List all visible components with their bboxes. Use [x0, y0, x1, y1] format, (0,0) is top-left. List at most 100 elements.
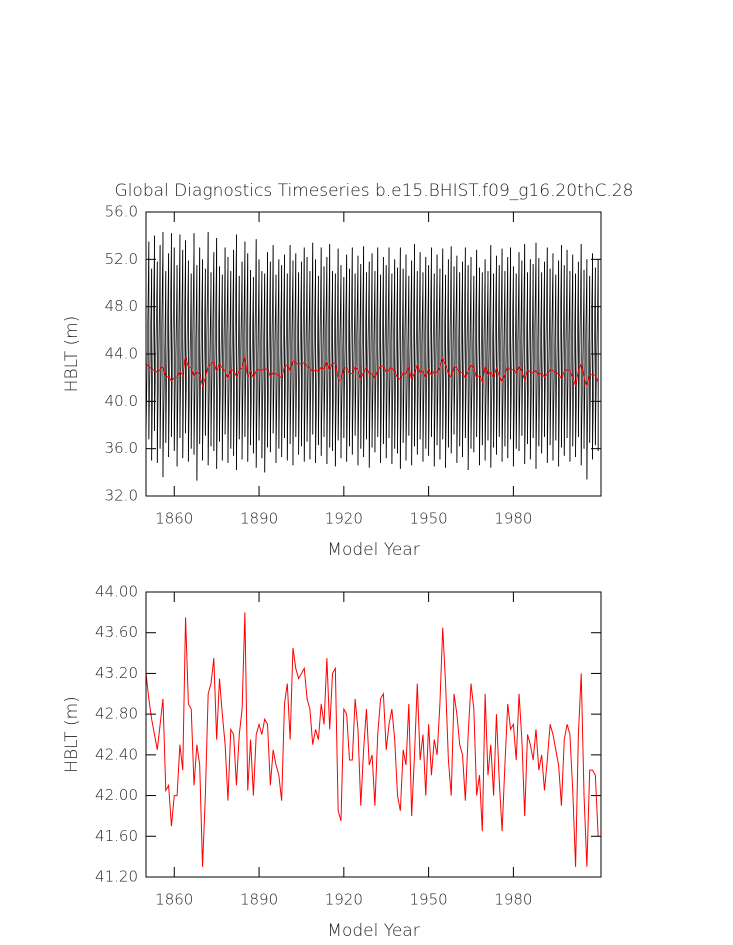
range-connector [278, 265, 282, 449]
range-connector [397, 247, 401, 454]
range-connector [157, 245, 161, 463]
range-connector [193, 265, 198, 455]
range-connector [298, 261, 302, 455]
range-connector [332, 273, 336, 452]
range-connector [538, 272, 542, 447]
x-tick-label: 1980 [494, 510, 532, 528]
range-connector [176, 234, 181, 467]
range-connector [335, 248, 339, 467]
range-connector [501, 271, 506, 462]
range-connector [549, 253, 554, 446]
range-connector [289, 260, 294, 444]
range-connector [168, 233, 172, 457]
range-connector [323, 256, 328, 437]
range-connector [306, 271, 311, 442]
range-connector [368, 253, 373, 468]
range-connector [487, 245, 492, 441]
range-connector [326, 243, 330, 465]
range-connector [244, 253, 249, 437]
y-tick-label: 40.0 [105, 392, 138, 410]
range-connector [445, 259, 449, 468]
range-connector [484, 271, 489, 461]
y-tick-label: 56.0 [105, 203, 138, 221]
range-connector [320, 266, 325, 456]
range-connector [371, 271, 376, 448]
x-tick-label: 1860 [155, 891, 193, 909]
range-connector [272, 274, 277, 434]
range-connector [510, 266, 514, 440]
range-connector [465, 265, 469, 439]
range-connector [532, 242, 537, 439]
y-tick-label: 42.80 [95, 705, 138, 723]
range-connector [450, 266, 455, 454]
range-connector [287, 245, 291, 461]
y-tick-label: 41.60 [95, 827, 138, 845]
range-connector [267, 261, 271, 448]
range-connector [419, 272, 424, 440]
range-connector [400, 268, 404, 469]
range-connector [470, 275, 475, 449]
y-tick-label: 43.60 [95, 623, 138, 641]
range-connector [572, 273, 576, 447]
series-line [145, 356, 599, 388]
range-connector [388, 273, 393, 439]
range-connector [227, 271, 232, 463]
range-connector [380, 256, 384, 463]
range-connector [159, 232, 164, 449]
range-connector [417, 252, 421, 455]
range-connector [513, 273, 517, 467]
range-connector [253, 239, 257, 454]
chart-title: Global Diagnostics Timeseries b.e15.BHIS… [115, 181, 634, 201]
x-tick-label: 1950 [410, 891, 448, 909]
range-connector [295, 272, 299, 437]
range-connector [255, 259, 260, 468]
range-connector [467, 256, 472, 470]
range-connector [414, 271, 418, 447]
range-connector [292, 253, 297, 466]
range-connector [377, 274, 381, 437]
plot-frame [145, 591, 602, 878]
range-connector [411, 243, 415, 466]
x-tick-label: 1890 [240, 891, 278, 909]
range-connector [448, 246, 452, 448]
range-connector [281, 254, 285, 457]
range-connector [258, 271, 263, 441]
x-tick-label: 1860 [155, 510, 193, 528]
range-connector [515, 252, 520, 449]
range-connector [476, 267, 480, 437]
range-connector [442, 274, 446, 440]
x-axis-label: Model Year [327, 540, 419, 560]
range-connector [561, 265, 565, 448]
x-tick-label: 1950 [410, 510, 448, 528]
range-connector [349, 247, 353, 447]
y-tick-label: 42.00 [95, 786, 138, 804]
range-connector [312, 259, 316, 435]
y-tick-label: 32.0 [105, 487, 138, 505]
range-connector [408, 260, 412, 436]
range-connector [222, 247, 226, 461]
range-connector [301, 247, 305, 447]
y-tick-label: 36.0 [105, 439, 138, 457]
range-connector [154, 261, 158, 431]
range-connector [219, 274, 223, 442]
range-connector [530, 264, 534, 460]
range-connector [238, 261, 243, 440]
range-connector [318, 247, 322, 446]
range-connector [583, 259, 588, 449]
y-tick-label: 41.20 [95, 868, 138, 886]
range-connector [493, 255, 497, 448]
range-connector [374, 247, 379, 453]
y-tick-label: 52.0 [105, 250, 138, 268]
range-connector [422, 256, 427, 462]
range-connector [425, 265, 429, 449]
x-tick-label: 1920 [325, 891, 363, 909]
y-tick-label: 44.0 [105, 345, 138, 363]
range-connector [578, 243, 582, 437]
x-tick-label: 1980 [494, 891, 532, 909]
range-connector [385, 247, 390, 459]
y-axis-label: HBLT (m) [62, 316, 82, 393]
range-connector [541, 261, 545, 454]
y-tick-label: 48.0 [105, 297, 138, 315]
range-connector [309, 242, 314, 460]
